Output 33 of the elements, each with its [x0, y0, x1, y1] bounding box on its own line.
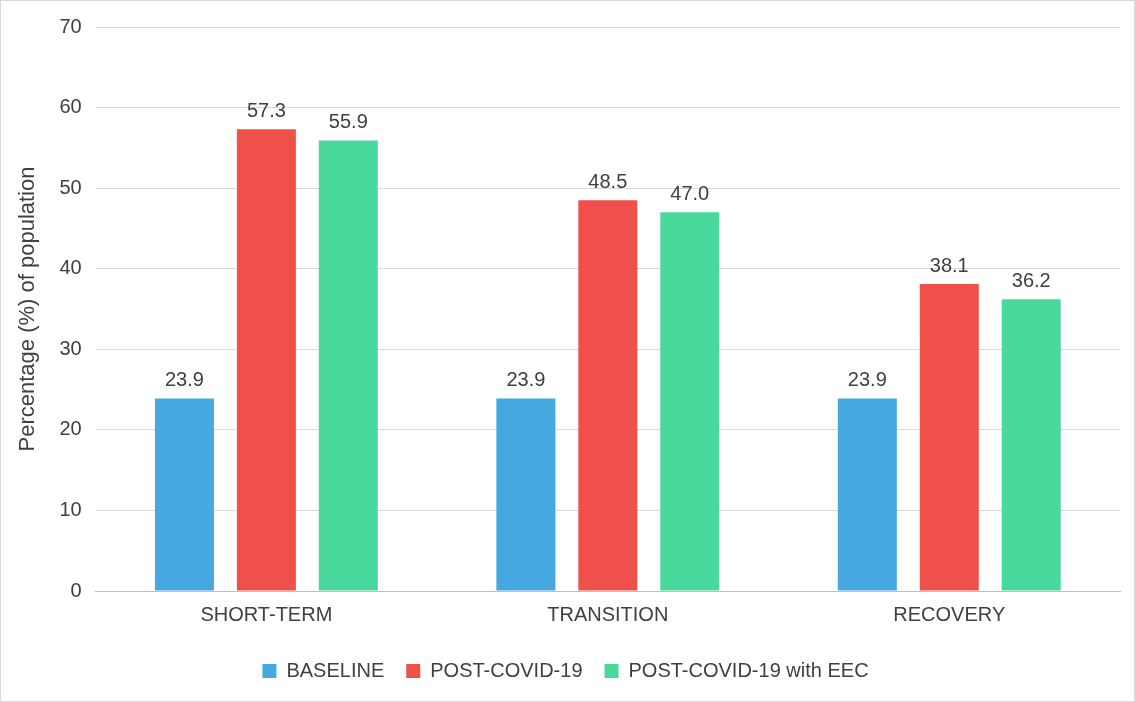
- data-label: 23.9: [506, 367, 546, 390]
- bar: [154, 398, 214, 591]
- data-label: 55.9: [328, 110, 368, 133]
- bar: [1001, 299, 1061, 591]
- bar: [660, 212, 720, 591]
- bar: [496, 398, 556, 591]
- data-label: 23.9: [164, 367, 204, 390]
- data-label: 48.5: [588, 169, 628, 192]
- y-tick-label: 60: [59, 95, 82, 118]
- x-tick-label: SHORT-TERM: [200, 602, 333, 625]
- y-axis-title: Percentage (%) of population: [14, 166, 40, 452]
- data-label: 36.2: [1011, 268, 1051, 291]
- x-tick-label: RECOVERY: [893, 602, 1006, 625]
- legend-label: POST-COVID-19 with EEC: [628, 658, 869, 681]
- data-label: 38.1: [929, 253, 969, 276]
- y-tick-label: 0: [70, 578, 82, 601]
- bar: [236, 129, 296, 591]
- data-label: 57.3: [246, 98, 286, 121]
- y-tick-label: 50: [59, 175, 82, 198]
- x-tick-label: TRANSITION: [547, 602, 669, 625]
- bar: [837, 398, 897, 591]
- y-tick-label: 10: [59, 497, 82, 520]
- bar: [919, 284, 979, 591]
- data-label: 23.9: [847, 367, 887, 390]
- bar: [318, 140, 378, 591]
- legend-label: BASELINE: [286, 658, 385, 681]
- data-label: 47.0: [670, 181, 710, 204]
- y-tick-label: 20: [59, 417, 82, 440]
- y-tick-label: 40: [59, 256, 82, 279]
- bar: [578, 200, 638, 591]
- legend-label: POST-COVID-19: [430, 658, 583, 681]
- y-tick-label: 30: [59, 336, 82, 359]
- y-tick-label: 70: [59, 14, 82, 37]
